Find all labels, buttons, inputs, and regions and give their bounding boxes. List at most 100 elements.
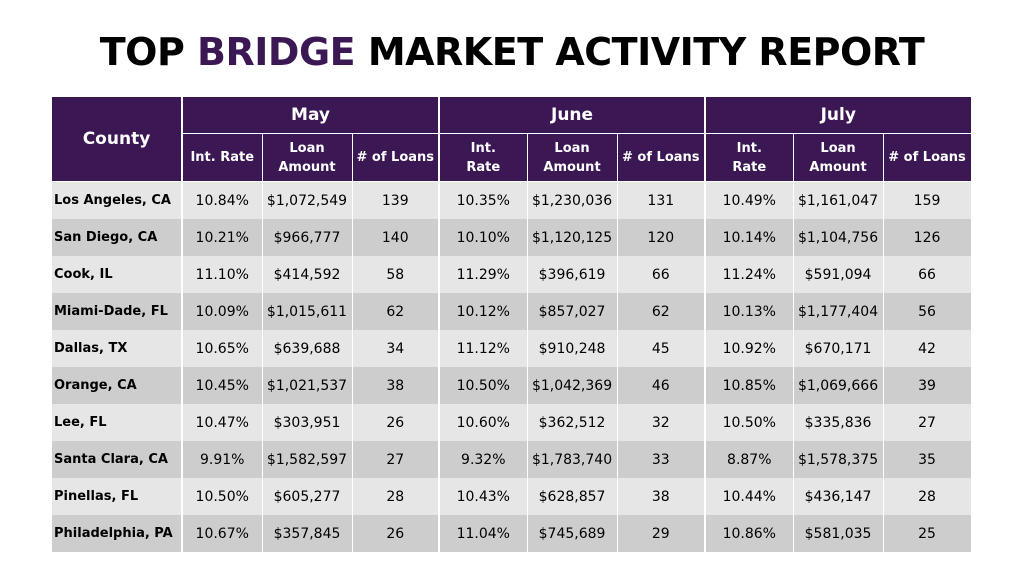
title-part-1: TOP <box>99 30 198 74</box>
table-row: Orange, CA 10.45% $1,021,537 38 10.50% $1,042… <box>52 367 972 404</box>
value-cell: 27 <box>883 404 972 441</box>
value-cell: 28 <box>352 478 441 515</box>
value-cell: $670,171 <box>793 330 884 367</box>
value-cell: 66 <box>883 256 972 293</box>
column-header-line1: Loan <box>554 140 590 156</box>
value-cell: 10.50% <box>705 404 794 441</box>
column-header-line1: # of Loans <box>622 150 700 165</box>
value-cell: $1,104,756 <box>793 219 884 256</box>
value-cell: 9.32% <box>439 441 528 478</box>
value-cell: 26 <box>352 404 441 441</box>
county-cell: Pinellas, FL <box>52 478 183 515</box>
value-cell: 10.85% <box>705 367 794 404</box>
value-cell: 66 <box>617 256 707 293</box>
value-cell: $745,689 <box>527 515 618 552</box>
county-cell: Lee, FL <box>52 404 183 441</box>
value-cell: 9.91% <box>182 441 263 478</box>
table-row: Philadelphia, PA 10.67% $357,845 26 11.04% $7… <box>52 515 972 552</box>
value-cell: 8.87% <box>705 441 794 478</box>
value-cell: $1,015,611 <box>262 293 353 330</box>
value-cell: 10.10% <box>439 219 528 256</box>
value-cell: $581,035 <box>793 515 884 552</box>
county-cell: Orange, CA <box>52 367 183 404</box>
value-cell: 10.86% <box>705 515 794 552</box>
value-cell: 39 <box>883 367 972 404</box>
column-header-line1: # of Loans <box>888 150 966 165</box>
title-part-2: MARKET ACTIVITY REPORT <box>355 30 925 74</box>
table-row: Santa Clara, CA 9.91% $1,582,597 27 9.32% $1,… <box>52 441 972 478</box>
value-cell: 131 <box>617 181 707 219</box>
column-header-line2: Amount <box>809 159 867 175</box>
value-cell: 11.29% <box>439 256 528 293</box>
value-cell: 29 <box>617 515 707 552</box>
market-activity-table: County May June July Int. Rate Loan Amount… <box>52 97 972 552</box>
value-cell: 10.49% <box>705 181 794 219</box>
column-header-line1: # of Loans <box>356 150 435 165</box>
value-cell: 10.50% <box>182 478 263 515</box>
value-cell: $1,021,537 <box>262 367 353 404</box>
value-cell: 10.13% <box>705 293 794 330</box>
value-cell: $857,027 <box>527 293 618 330</box>
column-header: Loan Amount <box>527 133 618 182</box>
column-header-line2: Amount <box>278 159 336 175</box>
value-cell: 45 <box>617 330 707 367</box>
value-cell: 58 <box>352 256 441 293</box>
value-cell: $362,512 <box>527 404 618 441</box>
value-cell: 10.45% <box>182 367 263 404</box>
column-header-line2: Rate <box>466 159 501 175</box>
value-cell: $335,836 <box>793 404 884 441</box>
value-cell: 62 <box>617 293 707 330</box>
column-header-line1: Int. <box>470 140 496 156</box>
value-cell: $1,582,597 <box>262 441 353 478</box>
value-cell: $628,857 <box>527 478 618 515</box>
value-cell: 27 <box>352 441 441 478</box>
column-header: Int. Rate <box>182 133 263 182</box>
column-header-line1: Loan <box>289 140 325 156</box>
value-cell: 11.12% <box>439 330 528 367</box>
county-cell: Dallas, TX <box>52 330 183 367</box>
county-cell: Miami-Dade, FL <box>52 293 183 330</box>
value-cell: $910,248 <box>527 330 618 367</box>
value-cell: 10.14% <box>705 219 794 256</box>
value-cell: 11.04% <box>439 515 528 552</box>
value-cell: 10.21% <box>182 219 263 256</box>
value-cell: 28 <box>883 478 972 515</box>
value-cell: 10.60% <box>439 404 528 441</box>
county-cell: San Diego, CA <box>52 219 183 256</box>
value-cell: 35 <box>883 441 972 478</box>
column-header: Loan Amount <box>793 133 884 182</box>
table-row: Miami-Dade, FL 10.09% $1,015,611 62 10.12% $8… <box>52 293 972 330</box>
county-cell: Philadelphia, PA <box>52 515 183 552</box>
value-cell: 32 <box>617 404 707 441</box>
column-header-line2: Rate <box>732 159 767 175</box>
county-header: County <box>52 97 183 182</box>
value-cell: $1,177,404 <box>793 293 884 330</box>
column-header: # of Loans <box>352 133 441 182</box>
value-cell: 10.67% <box>182 515 263 552</box>
table-row: San Diego, CA 10.21% $966,777 140 10.10% $1,1… <box>52 219 972 256</box>
value-cell: 38 <box>617 478 707 515</box>
table-row: Dallas, TX 10.65% $639,688 34 11.12% $910,248… <box>52 330 972 367</box>
column-header: # of Loans <box>883 133 972 182</box>
value-cell: 140 <box>352 219 441 256</box>
county-cell: Cook, IL <box>52 256 183 293</box>
value-cell: $1,069,666 <box>793 367 884 404</box>
table-row: Lee, FL 10.47% $303,951 26 10.60% $362,512 32 1… <box>52 404 972 441</box>
column-header-row: Int. Rate Loan Amount # of Loans Int. Rate Loa… <box>52 133 972 182</box>
table-body: Los Angeles, CA 10.84% $1,072,549 139 10.35%… <box>52 181 972 552</box>
value-cell: $1,072,549 <box>262 181 353 219</box>
month-header-july: July <box>705 97 972 134</box>
value-cell: 62 <box>352 293 441 330</box>
table-row: Los Angeles, CA 10.84% $1,072,549 139 10.35%… <box>52 181 972 219</box>
value-cell: 42 <box>883 330 972 367</box>
value-cell: $357,845 <box>262 515 353 552</box>
value-cell: $966,777 <box>262 219 353 256</box>
value-cell: 159 <box>883 181 972 219</box>
column-header: Int. Rate <box>705 133 794 182</box>
column-header: # of Loans <box>617 133 707 182</box>
value-cell: $1,783,740 <box>527 441 618 478</box>
value-cell: $1,230,036 <box>527 181 618 219</box>
value-cell: $1,042,369 <box>527 367 618 404</box>
column-header: Int. Rate <box>439 133 528 182</box>
value-cell: 10.84% <box>182 181 263 219</box>
